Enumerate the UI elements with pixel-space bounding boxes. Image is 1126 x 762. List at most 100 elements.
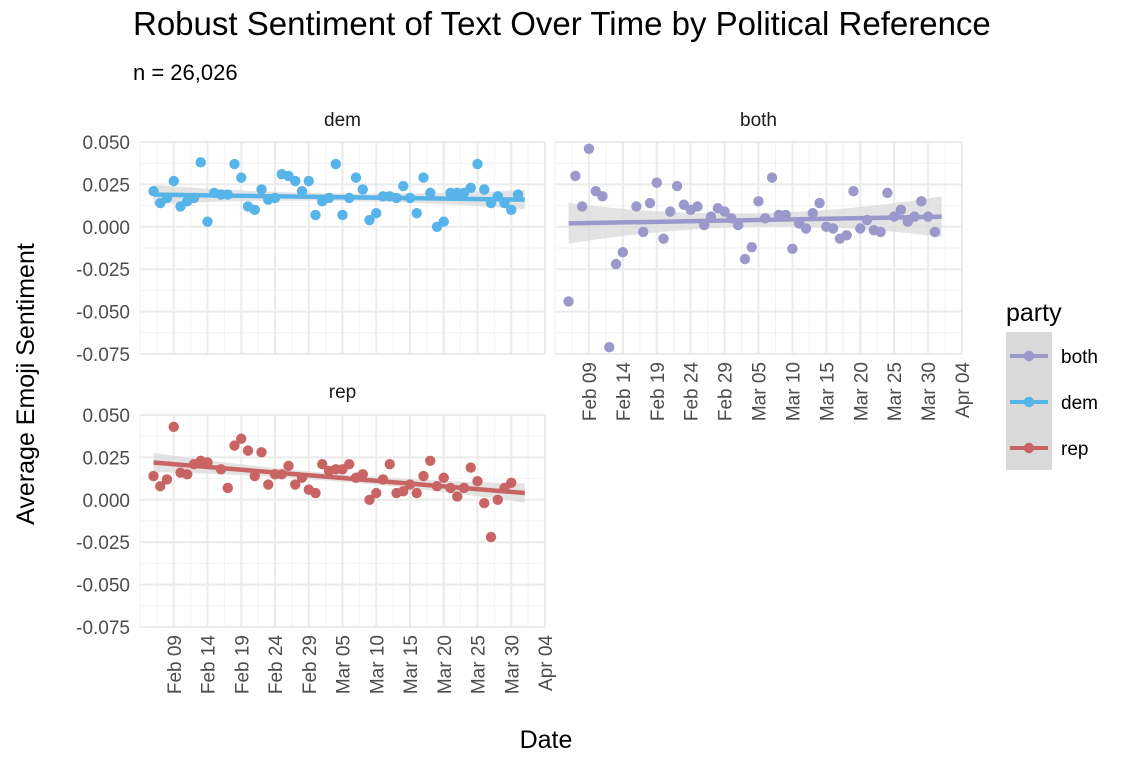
y-tick-label: 0.025 <box>82 175 130 196</box>
data-point-both <box>827 223 839 234</box>
data-point-both <box>610 258 622 270</box>
data-point-dem <box>472 158 483 170</box>
data-point-both <box>787 243 798 255</box>
data-point-both <box>692 201 703 212</box>
trend-line-both <box>568 214 942 226</box>
data-point-dem <box>290 175 301 187</box>
y-axis-title: Average Emoji Sentiment <box>12 243 40 525</box>
data-point-both <box>563 296 574 307</box>
data-point-rep <box>161 474 173 485</box>
data-point-both <box>766 172 778 183</box>
data-point-both <box>631 201 642 212</box>
data-point-both <box>604 342 615 353</box>
data-point-both <box>841 230 852 241</box>
legend-point-dem <box>1023 396 1035 408</box>
y-tick-label: -0.050 <box>76 303 130 324</box>
data-point-dem <box>512 189 524 200</box>
data-point-both <box>814 197 825 209</box>
data-point-rep <box>398 486 409 497</box>
x-tick-label: Apr 04 <box>536 635 557 691</box>
data-point-both <box>800 223 812 234</box>
data-point-rep <box>222 482 233 494</box>
data-point-rep <box>384 458 395 470</box>
y-tick-label: 0.000 <box>82 491 130 512</box>
x-tick-label: Mar 10 <box>783 362 804 421</box>
y-tick-label: -0.025 <box>76 533 130 554</box>
x-tick-label: Feb 24 <box>266 635 287 695</box>
data-point-dem <box>296 185 308 197</box>
legend-label-both: both <box>1061 347 1098 368</box>
chart-subtitle: n = 26,026 <box>133 60 238 85</box>
data-point-dem <box>330 158 341 170</box>
x-tick-label: Mar 05 <box>750 362 771 421</box>
data-point-dem <box>425 187 436 199</box>
facet-label-rep: rep <box>329 382 356 403</box>
trend-line-dem <box>153 192 525 202</box>
y-tick-label: -0.075 <box>76 618 130 639</box>
data-point-both <box>576 201 588 212</box>
data-point-rep <box>344 458 355 470</box>
legend: party both dem rep <box>1006 299 1098 470</box>
data-point-rep <box>310 487 321 499</box>
x-tick-label: Mar 30 <box>919 362 940 421</box>
data-point-rep <box>411 487 422 499</box>
y-tick-label: 0.025 <box>82 448 130 469</box>
data-point-rep <box>479 497 490 509</box>
data-point-rep <box>452 491 463 502</box>
y-tick-label: -0.075 <box>76 345 130 366</box>
data-point-rep <box>492 494 503 505</box>
data-point-both <box>916 196 927 207</box>
data-point-both <box>719 206 730 217</box>
data-point-both <box>665 206 676 217</box>
data-point-dem <box>256 184 267 195</box>
data-point-rep <box>371 487 382 499</box>
x-tick-label: Feb 29 <box>300 635 321 694</box>
y-tick-label: -0.025 <box>76 260 130 281</box>
data-point-both <box>597 191 608 202</box>
data-point-both <box>807 208 818 219</box>
x-tick-label: Apr 04 <box>953 362 974 418</box>
data-point-dem <box>303 175 314 187</box>
data-point-rep <box>155 481 166 492</box>
data-point-rep <box>357 469 368 480</box>
data-point-both <box>658 233 669 244</box>
legend-point-both <box>1023 350 1035 362</box>
data-point-both <box>583 143 595 154</box>
y-tick-label: 0.050 <box>82 133 130 154</box>
data-point-rep <box>472 475 483 487</box>
data-point-rep <box>418 470 429 482</box>
data-point-both <box>570 170 581 182</box>
data-point-rep <box>438 472 449 483</box>
panel-rep: rep 0.050 0.025 0.000 -0.025 -0.050 -0.075 Feb … <box>76 382 557 694</box>
data-point-both <box>637 226 649 238</box>
data-point-rep <box>249 470 260 482</box>
x-tick-label: Mar 25 <box>469 635 490 694</box>
data-point-rep <box>506 477 517 489</box>
data-point-dem <box>364 214 375 226</box>
data-point-both <box>895 204 907 216</box>
trend-line-rep <box>153 460 525 496</box>
data-point-both <box>651 177 662 188</box>
panel-dem: dem 0.050 0.025 0.000 -0.025 -0.050 -0.075 <box>76 110 546 366</box>
data-point-dem <box>236 172 247 183</box>
data-point-dem <box>202 216 213 227</box>
data-point-both <box>671 180 683 192</box>
facet-label-both: both <box>740 110 777 131</box>
data-point-both <box>746 241 757 253</box>
x-tick-label: Mar 20 <box>851 362 872 421</box>
x-tick-label: Mar 30 <box>502 635 523 694</box>
data-point-both <box>882 187 893 199</box>
data-point-dem <box>465 182 476 193</box>
x-tick-label: Feb 14 <box>199 635 220 695</box>
data-point-dem <box>506 204 517 216</box>
data-point-both <box>929 226 941 238</box>
data-point-dem <box>411 208 422 219</box>
x-axis-title: Date <box>520 726 573 754</box>
x-tick-label: Mar 25 <box>885 362 906 421</box>
data-point-rep <box>425 455 436 466</box>
data-point-both <box>875 226 886 238</box>
legend-label-rep: rep <box>1061 439 1088 460</box>
data-point-dem <box>371 208 382 219</box>
data-point-rep <box>465 462 476 473</box>
